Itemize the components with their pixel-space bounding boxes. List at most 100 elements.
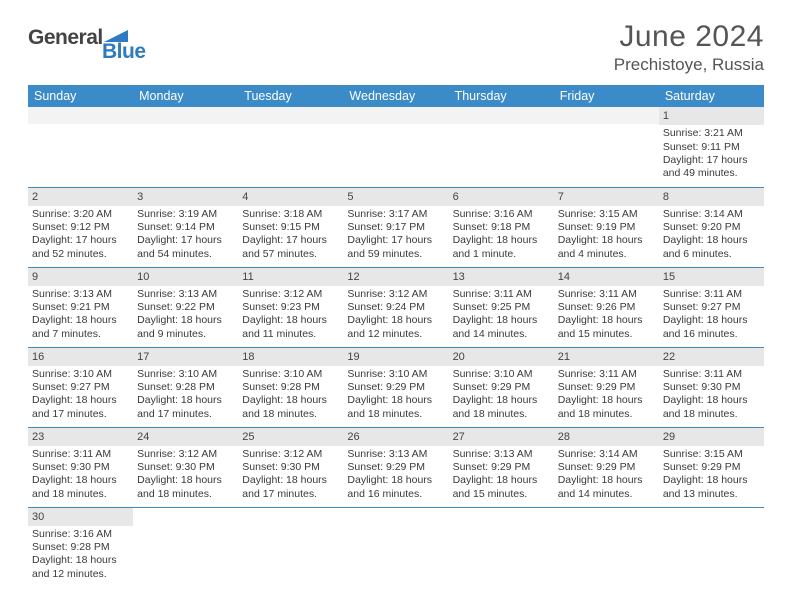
- sunrise-text: Sunrise: 3:14 AM: [558, 448, 655, 461]
- day-header: Wednesday: [343, 85, 448, 107]
- daylight-text: Daylight: 18 hours and 15 minutes.: [558, 314, 655, 341]
- calendar-day-cell: [238, 507, 343, 587]
- day-header: Tuesday: [238, 85, 343, 107]
- sunset-text: Sunset: 9:11 PM: [663, 141, 760, 154]
- day-text: Sunrise: 3:11 AMSunset: 9:25 PMDaylight:…: [449, 286, 554, 345]
- sunrise-text: Sunrise: 3:13 AM: [347, 448, 444, 461]
- empty-daynum-bar: [343, 107, 448, 124]
- sunrise-text: Sunrise: 3:11 AM: [558, 368, 655, 381]
- day-header: Friday: [554, 85, 659, 107]
- calendar-day-cell: [343, 107, 448, 187]
- calendar-day-cell: 19Sunrise: 3:10 AMSunset: 9:29 PMDayligh…: [343, 347, 448, 427]
- calendar-week-row: 9Sunrise: 3:13 AMSunset: 9:21 PMDaylight…: [28, 267, 764, 347]
- day-number: 17: [133, 348, 238, 366]
- day-number: 18: [238, 348, 343, 366]
- calendar-day-cell: 22Sunrise: 3:11 AMSunset: 9:30 PMDayligh…: [659, 347, 764, 427]
- calendar-week-row: 23Sunrise: 3:11 AMSunset: 9:30 PMDayligh…: [28, 427, 764, 507]
- daylight-text: Daylight: 18 hours and 9 minutes.: [137, 314, 234, 341]
- sunset-text: Sunset: 9:27 PM: [663, 301, 760, 314]
- daylight-text: Daylight: 18 hours and 15 minutes.: [453, 474, 550, 501]
- day-number: 13: [449, 268, 554, 286]
- calendar-day-cell: 18Sunrise: 3:10 AMSunset: 9:28 PMDayligh…: [238, 347, 343, 427]
- day-text: Sunrise: 3:14 AMSunset: 9:20 PMDaylight:…: [659, 206, 764, 265]
- day-number: 21: [554, 348, 659, 366]
- daylight-text: Daylight: 18 hours and 18 minutes.: [558, 394, 655, 421]
- daylight-text: Daylight: 18 hours and 18 minutes.: [347, 394, 444, 421]
- day-text: Sunrise: 3:21 AMSunset: 9:11 PMDaylight:…: [659, 125, 764, 184]
- sunset-text: Sunset: 9:29 PM: [453, 461, 550, 474]
- sunrise-text: Sunrise: 3:11 AM: [32, 448, 129, 461]
- day-text: Sunrise: 3:13 AMSunset: 9:22 PMDaylight:…: [133, 286, 238, 345]
- daylight-text: Daylight: 17 hours and 49 minutes.: [663, 154, 760, 181]
- calendar-day-cell: 9Sunrise: 3:13 AMSunset: 9:21 PMDaylight…: [28, 267, 133, 347]
- daylight-text: Daylight: 18 hours and 14 minutes.: [453, 314, 550, 341]
- daylight-text: Daylight: 18 hours and 7 minutes.: [32, 314, 129, 341]
- day-number: 2: [28, 188, 133, 206]
- calendar-day-cell: 28Sunrise: 3:14 AMSunset: 9:29 PMDayligh…: [554, 427, 659, 507]
- day-text: Sunrise: 3:11 AMSunset: 9:29 PMDaylight:…: [554, 366, 659, 425]
- sunset-text: Sunset: 9:29 PM: [453, 381, 550, 394]
- sunset-text: Sunset: 9:24 PM: [347, 301, 444, 314]
- day-text: Sunrise: 3:10 AMSunset: 9:28 PMDaylight:…: [133, 366, 238, 425]
- calendar-week-row: 2Sunrise: 3:20 AMSunset: 9:12 PMDaylight…: [28, 187, 764, 267]
- day-text: Sunrise: 3:11 AMSunset: 9:27 PMDaylight:…: [659, 286, 764, 345]
- day-text: Sunrise: 3:16 AMSunset: 9:18 PMDaylight:…: [449, 206, 554, 265]
- day-text: Sunrise: 3:13 AMSunset: 9:29 PMDaylight:…: [343, 446, 448, 505]
- calendar-day-cell: 30Sunrise: 3:16 AMSunset: 9:28 PMDayligh…: [28, 507, 133, 587]
- daylight-text: Daylight: 18 hours and 1 minute.: [453, 234, 550, 261]
- day-text: Sunrise: 3:15 AMSunset: 9:19 PMDaylight:…: [554, 206, 659, 265]
- calendar-day-cell: [238, 107, 343, 187]
- day-number: 16: [28, 348, 133, 366]
- sunset-text: Sunset: 9:18 PM: [453, 221, 550, 234]
- empty-daynum-bar: [554, 107, 659, 124]
- day-text: Sunrise: 3:11 AMSunset: 9:26 PMDaylight:…: [554, 286, 659, 345]
- sunrise-text: Sunrise: 3:12 AM: [347, 288, 444, 301]
- sunset-text: Sunset: 9:30 PM: [32, 461, 129, 474]
- sunrise-text: Sunrise: 3:10 AM: [242, 368, 339, 381]
- sunrise-text: Sunrise: 3:11 AM: [453, 288, 550, 301]
- day-text: Sunrise: 3:10 AMSunset: 9:29 PMDaylight:…: [343, 366, 448, 425]
- day-text: Sunrise: 3:12 AMSunset: 9:30 PMDaylight:…: [238, 446, 343, 505]
- calendar-day-cell: 5Sunrise: 3:17 AMSunset: 9:17 PMDaylight…: [343, 187, 448, 267]
- day-text: Sunrise: 3:11 AMSunset: 9:30 PMDaylight:…: [659, 366, 764, 425]
- sunset-text: Sunset: 9:12 PM: [32, 221, 129, 234]
- sunrise-text: Sunrise: 3:18 AM: [242, 208, 339, 221]
- day-text: Sunrise: 3:13 AMSunset: 9:29 PMDaylight:…: [449, 446, 554, 505]
- day-header: Monday: [133, 85, 238, 107]
- calendar-day-cell: [554, 107, 659, 187]
- day-number: 28: [554, 428, 659, 446]
- sunrise-text: Sunrise: 3:16 AM: [32, 528, 129, 541]
- day-number: 11: [238, 268, 343, 286]
- location: Prechistoye, Russia: [614, 55, 764, 75]
- day-number: 8: [659, 188, 764, 206]
- calendar-day-cell: 24Sunrise: 3:12 AMSunset: 9:30 PMDayligh…: [133, 427, 238, 507]
- day-text: Sunrise: 3:18 AMSunset: 9:15 PMDaylight:…: [238, 206, 343, 265]
- day-number: 25: [238, 428, 343, 446]
- calendar-day-cell: 8Sunrise: 3:14 AMSunset: 9:20 PMDaylight…: [659, 187, 764, 267]
- sunrise-text: Sunrise: 3:10 AM: [137, 368, 234, 381]
- sunrise-text: Sunrise: 3:13 AM: [137, 288, 234, 301]
- sunset-text: Sunset: 9:29 PM: [347, 461, 444, 474]
- day-number: 6: [449, 188, 554, 206]
- calendar-week-row: 16Sunrise: 3:10 AMSunset: 9:27 PMDayligh…: [28, 347, 764, 427]
- sunset-text: Sunset: 9:20 PM: [663, 221, 760, 234]
- logo: GeneralBlue: [28, 26, 128, 50]
- day-number: 19: [343, 348, 448, 366]
- day-number: 4: [238, 188, 343, 206]
- calendar-day-cell: 15Sunrise: 3:11 AMSunset: 9:27 PMDayligh…: [659, 267, 764, 347]
- calendar-week-row: 30Sunrise: 3:16 AMSunset: 9:28 PMDayligh…: [28, 507, 764, 587]
- daylight-text: Daylight: 18 hours and 17 minutes.: [32, 394, 129, 421]
- daylight-text: Daylight: 18 hours and 14 minutes.: [558, 474, 655, 501]
- day-number: 27: [449, 428, 554, 446]
- calendar-day-cell: [659, 507, 764, 587]
- daylight-text: Daylight: 18 hours and 6 minutes.: [663, 234, 760, 261]
- day-text: Sunrise: 3:11 AMSunset: 9:30 PMDaylight:…: [28, 446, 133, 505]
- daylight-text: Daylight: 18 hours and 13 minutes.: [663, 474, 760, 501]
- daylight-text: Daylight: 18 hours and 4 minutes.: [558, 234, 655, 261]
- sunrise-text: Sunrise: 3:12 AM: [242, 288, 339, 301]
- sunset-text: Sunset: 9:26 PM: [558, 301, 655, 314]
- daylight-text: Daylight: 18 hours and 18 minutes.: [663, 394, 760, 421]
- calendar-day-cell: [28, 107, 133, 187]
- sunrise-text: Sunrise: 3:19 AM: [137, 208, 234, 221]
- day-text: Sunrise: 3:10 AMSunset: 9:28 PMDaylight:…: [238, 366, 343, 425]
